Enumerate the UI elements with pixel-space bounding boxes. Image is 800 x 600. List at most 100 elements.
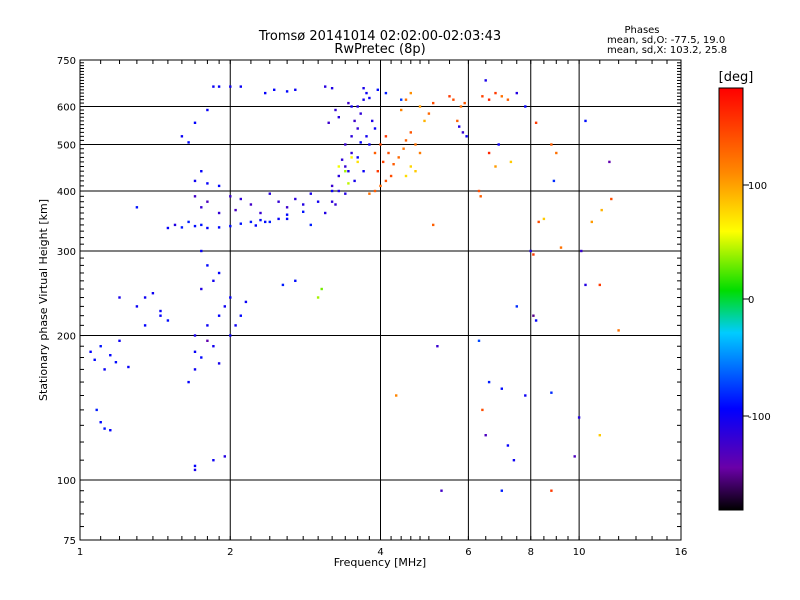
colorbar-tick-neg100: -100 bbox=[748, 412, 771, 423]
colorbar: [deg] 100 0 -100 bbox=[718, 70, 771, 511]
y-tick-label: 200 bbox=[57, 332, 76, 343]
data-point bbox=[400, 98, 403, 101]
data-point bbox=[249, 203, 253, 206]
x-axis-title: Frequency [MHz] bbox=[334, 556, 426, 569]
data-point bbox=[206, 108, 209, 112]
data-point bbox=[350, 105, 353, 108]
chart-title: Tromsø 20141014 02:02:00-02:03:43 bbox=[258, 29, 501, 44]
data-point bbox=[584, 283, 587, 287]
data-point bbox=[347, 170, 350, 173]
x-tick-label: 2 bbox=[227, 547, 233, 558]
data-point bbox=[143, 296, 147, 299]
data-point bbox=[330, 184, 334, 188]
stats-x-line: mean, sd,X: 103.2, 25.8 bbox=[607, 45, 727, 56]
data-point bbox=[550, 143, 553, 146]
data-point bbox=[259, 211, 262, 215]
data-point bbox=[477, 189, 481, 193]
data-point bbox=[481, 408, 484, 412]
data-point bbox=[479, 195, 482, 198]
data-point bbox=[456, 119, 459, 123]
data-point bbox=[353, 179, 356, 183]
data-point bbox=[359, 112, 362, 115]
data-point bbox=[180, 226, 184, 229]
data-point bbox=[285, 206, 289, 209]
data-point bbox=[187, 141, 190, 144]
data-point bbox=[217, 226, 221, 229]
data-point bbox=[362, 98, 365, 101]
data-point bbox=[206, 182, 209, 185]
data-point bbox=[193, 464, 197, 468]
data-point bbox=[229, 334, 232, 337]
x-tick-label: 6 bbox=[465, 547, 471, 558]
data-point bbox=[193, 195, 197, 198]
data-point bbox=[555, 151, 558, 155]
y-tick-label: 750 bbox=[57, 56, 76, 67]
data-point bbox=[244, 300, 248, 304]
data-point bbox=[371, 119, 374, 123]
data-point bbox=[239, 85, 242, 88]
data-point bbox=[409, 165, 412, 168]
y-tick-label: 600 bbox=[57, 103, 76, 114]
data-point bbox=[294, 197, 297, 201]
data-point bbox=[389, 174, 393, 178]
data-point bbox=[365, 91, 368, 95]
data-point bbox=[608, 160, 611, 164]
data-point bbox=[395, 394, 398, 397]
data-point bbox=[327, 121, 330, 124]
grid-lines bbox=[80, 60, 681, 540]
data-point bbox=[264, 220, 267, 224]
data-point bbox=[127, 365, 130, 369]
data-point bbox=[552, 179, 556, 183]
data-point bbox=[534, 319, 538, 322]
data-point bbox=[330, 87, 334, 90]
data-point bbox=[217, 271, 221, 275]
x-tick-label: 8 bbox=[528, 547, 534, 558]
data-point bbox=[529, 249, 532, 253]
data-point bbox=[584, 119, 587, 123]
data-point bbox=[418, 151, 422, 155]
data-point bbox=[229, 85, 232, 88]
colorbar-tick-0: 0 bbox=[748, 295, 754, 306]
data-point bbox=[193, 179, 197, 183]
data-point bbox=[239, 314, 242, 317]
data-point bbox=[356, 127, 359, 130]
data-point bbox=[316, 296, 320, 299]
data-point bbox=[356, 156, 359, 159]
data-point bbox=[229, 195, 232, 198]
data-point bbox=[159, 314, 162, 317]
data-point bbox=[353, 119, 356, 123]
data-point bbox=[302, 210, 305, 213]
data-point bbox=[212, 85, 215, 88]
data-point bbox=[316, 200, 320, 203]
data-point bbox=[580, 249, 583, 253]
data-point bbox=[484, 434, 487, 437]
data-point bbox=[340, 158, 344, 161]
data-point bbox=[404, 98, 408, 101]
data-point bbox=[573, 455, 576, 458]
data-point bbox=[344, 192, 347, 195]
x-tick-label: 10 bbox=[573, 547, 586, 558]
data-point bbox=[610, 197, 613, 201]
data-point bbox=[368, 96, 371, 100]
data-point bbox=[217, 184, 221, 188]
data-point bbox=[103, 427, 106, 430]
data-point bbox=[463, 101, 466, 105]
data-point bbox=[384, 135, 388, 138]
data-point bbox=[350, 156, 353, 159]
data-point bbox=[362, 170, 365, 173]
data-point bbox=[362, 87, 365, 90]
data-point bbox=[212, 279, 215, 282]
y-axis-title: Stationary phase Virtual Height [km] bbox=[37, 199, 50, 401]
data-point bbox=[432, 101, 435, 105]
data-point bbox=[350, 135, 353, 138]
data-point bbox=[550, 489, 553, 492]
data-point bbox=[135, 305, 139, 308]
data-point bbox=[200, 223, 203, 227]
data-point bbox=[193, 350, 197, 353]
data-point bbox=[187, 380, 190, 384]
data-point bbox=[373, 151, 377, 155]
data-point bbox=[387, 151, 390, 155]
data-points bbox=[89, 79, 620, 492]
data-point bbox=[409, 131, 412, 134]
data-point bbox=[294, 279, 297, 282]
